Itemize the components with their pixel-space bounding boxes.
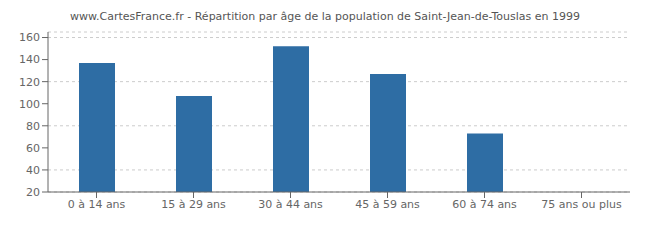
svg-text:100: 100 [19,98,40,111]
svg-text:140: 140 [19,53,40,66]
svg-text:75 ans ou plus: 75 ans ou plus [541,198,622,211]
svg-text:40: 40 [26,164,40,177]
svg-text:160: 160 [19,31,40,44]
svg-text:45 à 59 ans: 45 à 59 ans [355,198,420,211]
svg-text:120: 120 [19,76,40,89]
svg-text:20: 20 [26,186,40,199]
svg-text:60 à 74 ans: 60 à 74 ans [452,198,517,211]
svg-text:30 à 44 ans: 30 à 44 ans [258,198,323,211]
svg-text:0 à 14 ans: 0 à 14 ans [68,198,126,211]
svg-text:60: 60 [26,142,40,155]
svg-text:15 à 29 ans: 15 à 29 ans [161,198,226,211]
svg-text:80: 80 [26,120,40,133]
html-text:www.CartesFrance.fr - Répartit: www.CartesFrance.fr - Répartition par âg… [70,10,580,23]
